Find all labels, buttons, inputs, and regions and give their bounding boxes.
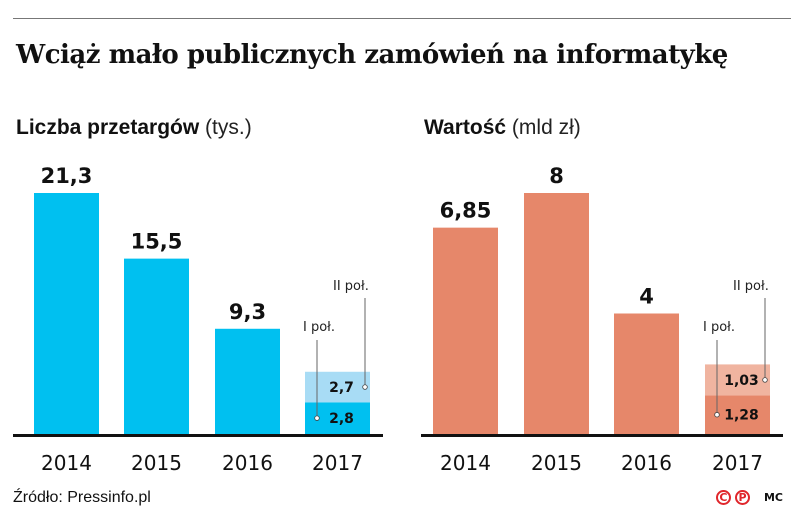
right-marker-h1 — [714, 412, 720, 418]
left-tick-label-2016: 2016 — [222, 451, 273, 475]
left-chart-subtitle: Liczba przetargów (tys.) — [16, 116, 252, 140]
left-segment-label-h1: 2,8 — [329, 411, 354, 427]
left-marker-h1 — [314, 415, 320, 421]
right-tick-label-2016: 2016 — [621, 451, 672, 475]
left-annotation-h2: II poł. — [333, 279, 369, 294]
left-bar-2016 — [215, 328, 280, 434]
right-bar-2015 — [524, 193, 589, 434]
top-rule — [13, 18, 791, 19]
left-bar-2015 — [124, 258, 189, 434]
right-annotation-h2: II poł. — [733, 279, 769, 294]
right-bar-2016 — [614, 313, 679, 434]
left-value-label-2014: 21,3 — [41, 164, 93, 188]
right-value-label-2014: 6,85 — [440, 199, 492, 223]
left-tick-label-2014: 2014 — [41, 451, 92, 475]
source-note: Źródło: Pressinfo.pl — [13, 489, 151, 506]
credit: C P MC — [715, 490, 783, 505]
right-tick-label-2015: 2015 — [531, 451, 582, 475]
right-segment-label-h1: 1,28 — [724, 408, 759, 424]
author-initials: MC — [763, 491, 783, 504]
left-tick-label-2017: 2017 — [312, 451, 363, 475]
right-bar-2014 — [433, 227, 498, 434]
right-chart-unit: (mld zł) — [511, 116, 581, 139]
right-segment-label-h2: 1,03 — [724, 373, 759, 389]
right-chart-subtitle: Wartość (mld zł) — [424, 116, 581, 140]
right-annotation-h1: I poł. — [703, 320, 735, 335]
left-bar-2014 — [34, 193, 99, 434]
copyright-icon: C — [715, 490, 731, 505]
chart-title: Wciąż mało publicznych zamówień na infor… — [16, 40, 728, 70]
left-bar-2017-h2 — [305, 371, 370, 403]
right-value-label-2016: 4 — [639, 285, 654, 309]
right-tick-label-2017: 2017 — [712, 451, 763, 475]
left-marker-h2 — [362, 384, 368, 390]
left-value-label-2015: 15,5 — [131, 230, 183, 254]
right-tick-label-2014: 2014 — [440, 451, 491, 475]
left-value-label-2016: 9,3 — [229, 300, 266, 324]
left-chart-title: Liczba przetargów — [16, 116, 200, 139]
left-tick-label-2015: 2015 — [131, 451, 182, 475]
left-chart-unit: (tys.) — [205, 116, 252, 139]
p-icon: P — [734, 490, 750, 505]
left-annotation-h1: I poł. — [303, 320, 335, 335]
right-bar-2017-h2 — [705, 364, 770, 396]
right-marker-h2 — [762, 377, 768, 383]
right-value-label-2015: 8 — [549, 164, 564, 188]
right-chart-title: Wartość — [424, 116, 507, 139]
left-segment-label-h2: 2,7 — [329, 380, 354, 396]
